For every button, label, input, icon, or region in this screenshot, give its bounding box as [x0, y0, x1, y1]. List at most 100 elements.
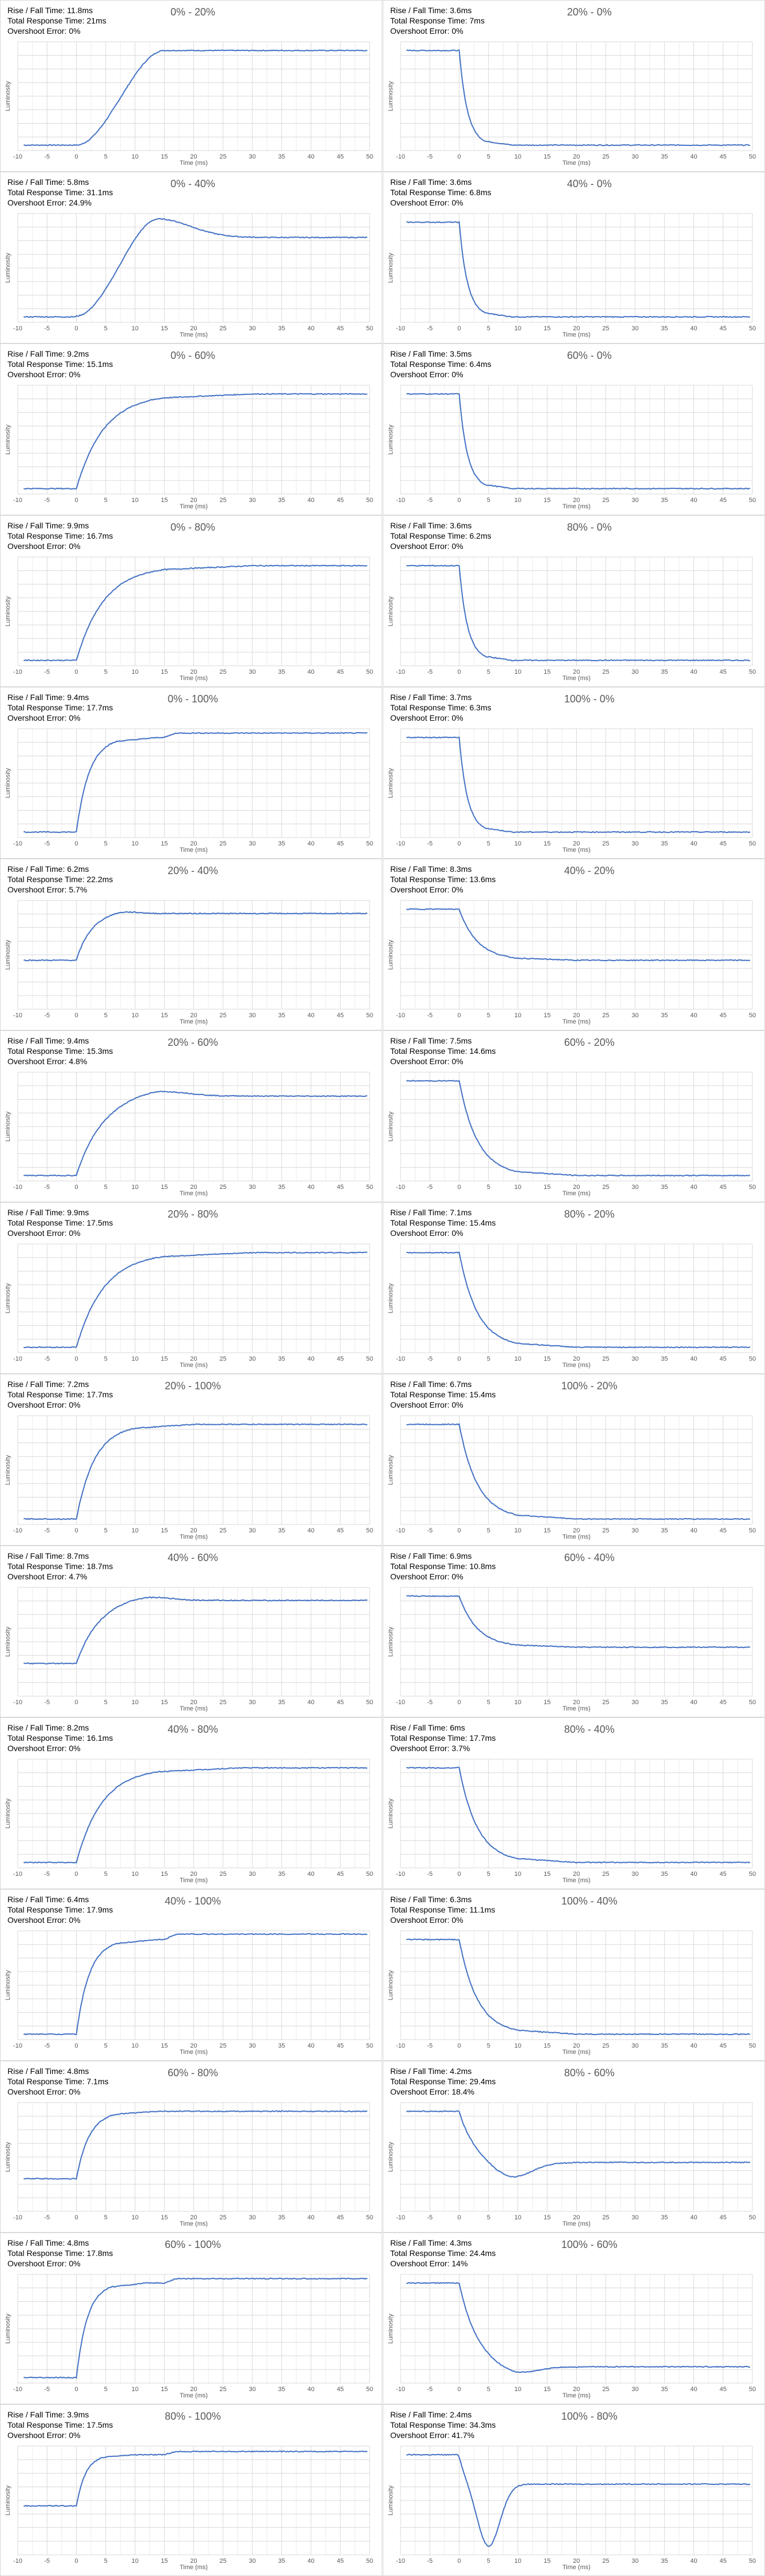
rise-fall-time-text: Rise / Fall Time: 8.7ms: [7, 1551, 89, 1560]
x-tick-label: 40: [690, 153, 697, 160]
x-tick-label: 5: [487, 1356, 490, 1362]
x-tick-label: 45: [720, 840, 727, 847]
x-tick-label: 5: [104, 1527, 108, 1534]
x-tick-label: 0: [457, 325, 461, 332]
x-tick-label: 50: [749, 2386, 756, 2393]
x-tick-label: 5: [104, 1356, 108, 1362]
x-tick-label: 5: [104, 1012, 108, 1019]
x-tick-label: -5: [44, 2214, 50, 2221]
chart-title: 20% - 80%: [167, 1208, 219, 1220]
total-response-time-text: Total Response Time: 7ms: [390, 16, 485, 25]
x-tick-label: 25: [220, 1871, 227, 1878]
x-tick-label: 25: [220, 325, 227, 332]
x-tick-label: 25: [603, 1184, 609, 1191]
series-line: [406, 2282, 751, 2373]
series-line: [23, 1251, 367, 1349]
rise-fall-time-text: Rise / Fall Time: 3.9ms: [7, 2410, 89, 2419]
x-tick-label: 40: [307, 1527, 314, 1534]
x-tick-label: -5: [44, 1527, 50, 1534]
chart-title: 40% - 80%: [167, 1724, 219, 1735]
x-tick-label: 40: [307, 497, 314, 504]
x-tick-label: 30: [632, 1356, 639, 1362]
chart-title: 80% - 0%: [566, 521, 612, 533]
x-tick-label: -5: [44, 1184, 50, 1191]
x-tick-label: 30: [249, 325, 256, 332]
rise-fall-time-text: Rise / Fall Time: 3.6ms: [390, 521, 472, 530]
chart-stats: Rise / Fall Time: 3.7ms Total Response Ti…: [390, 692, 491, 723]
chart-title: 60% - 0%: [566, 350, 612, 361]
x-tick-label: 40: [690, 497, 697, 504]
chart-stats: Rise / Fall Time: 9.4ms Total Response Ti…: [7, 1036, 113, 1066]
chart-plot: -10 -5 0 5 10 15 20 25 30 35 40 45 50 Time (ms) Lumino…: [387, 2445, 756, 2571]
x-tick-label: -5: [44, 2386, 50, 2393]
series-line: [23, 2450, 368, 2507]
chart-panel: Rise / Fall Time: 6.3ms Total Response Ti…: [383, 1889, 765, 2061]
x-tick-label: 35: [661, 1184, 668, 1191]
y-axis-label: Luminosity: [5, 424, 11, 455]
x-axis-label: Time (ms): [180, 1877, 208, 1884]
x-tick-label: 50: [749, 2558, 756, 2565]
x-tick-label: 15: [161, 2214, 168, 2221]
chart-plot: -10 -5 0 5 10 15 20 25 30 35 40 45 50 Time (ms) Lumino…: [387, 728, 756, 854]
series-line: [23, 1767, 368, 1864]
x-tick-label: 10: [514, 2558, 521, 2565]
x-tick-label: 10: [132, 1527, 138, 1534]
chart-plot: -10 -5 0 5 10 15 20 25 30 35 40 45 50 Time (ms) Lumino…: [5, 1587, 373, 1712]
rise-fall-time-text: Rise / Fall Time: 5.8ms: [7, 177, 89, 187]
x-tick-label: 5: [104, 1699, 108, 1706]
rise-fall-time-text: Rise / Fall Time: 2.4ms: [390, 2410, 472, 2419]
x-tick-label: 50: [749, 840, 756, 847]
total-response-time-text: Total Response Time: 6.4ms: [390, 359, 491, 369]
x-tick-label: -10: [13, 1871, 22, 1878]
x-tick-label: -10: [396, 1184, 405, 1191]
chart-plot: -10 -5 0 5 10 15 20 25 30 35 40 45 50 Time (ms) Lumino…: [5, 1759, 373, 1884]
x-tick-label: 40: [307, 2214, 314, 2221]
x-axis-label: Time (ms): [562, 2564, 590, 2571]
chart-panel: Rise / Fall Time: 8.2ms Total Response Ti…: [0, 1717, 382, 1889]
chart-stats: Rise / Fall Time: 4.2ms Total Response Ti…: [390, 2066, 496, 2097]
x-tick-label: 35: [278, 1871, 285, 1878]
x-tick-label: -10: [396, 1871, 405, 1878]
x-tick-label: 15: [161, 2386, 168, 2393]
chart-panel: Rise / Fall Time: 6.4ms Total Response Ti…: [0, 1889, 382, 2061]
chart-panel: Rise / Fall Time: 7.5ms Total Response Ti…: [383, 1030, 765, 1202]
x-axis-label: Time (ms): [180, 2049, 208, 2056]
overshoot-error-text: Overshoot Error: 0%: [7, 26, 81, 35]
x-tick-label: 20: [573, 1184, 580, 1191]
total-response-time-text: Total Response Time: 14.6ms: [390, 1046, 496, 1056]
x-tick-label: 35: [661, 497, 668, 504]
x-tick-label: 30: [249, 1871, 256, 1878]
x-tick-label: -5: [427, 1699, 433, 1706]
total-response-time-text: Total Response Time: 15.4ms: [390, 1218, 496, 1227]
x-tick-label: 50: [366, 325, 373, 332]
x-tick-label: 35: [278, 1356, 285, 1362]
x-tick-label: 20: [190, 840, 197, 847]
x-tick-label: 25: [603, 1527, 609, 1534]
x-tick-label: 15: [161, 1527, 168, 1534]
y-axis-label: Luminosity: [387, 1283, 394, 1313]
chart-stats: Rise / Fall Time: 7.2ms Total Response Ti…: [7, 1379, 113, 1410]
total-response-time-text: Total Response Time: 17.7ms: [7, 703, 113, 712]
x-tick-label: 35: [661, 2214, 668, 2221]
x-tick-label: 50: [749, 669, 756, 675]
x-tick-label: 15: [161, 325, 168, 332]
x-tick-label: 10: [132, 669, 138, 675]
chart-title: 20% - 60%: [167, 1037, 219, 1048]
chart-stats: Rise / Fall Time: 9.9ms Total Response Ti…: [7, 520, 113, 551]
y-axis-label: Luminosity: [5, 2485, 11, 2515]
x-tick-label: 40: [690, 1184, 697, 1191]
x-tick-label: 20: [573, 1871, 580, 1878]
x-axis-label: Time (ms): [180, 160, 208, 167]
chart-panel: Rise / Fall Time: 3.9ms Total Response Ti…: [0, 2404, 382, 2576]
x-tick-label: 15: [161, 840, 168, 847]
x-tick-label: 35: [278, 1012, 285, 1019]
x-tick-label: 20: [573, 497, 580, 504]
x-tick-label: 35: [661, 1871, 668, 1878]
x-tick-label: 25: [220, 1184, 227, 1191]
x-tick-label: -10: [13, 2558, 22, 2565]
x-tick-label: -10: [13, 2042, 22, 2049]
x-tick-label: 40: [690, 2558, 697, 2565]
series-line: [23, 564, 368, 662]
x-axis-label: Time (ms): [562, 1877, 590, 1884]
x-tick-label: 50: [366, 669, 373, 675]
